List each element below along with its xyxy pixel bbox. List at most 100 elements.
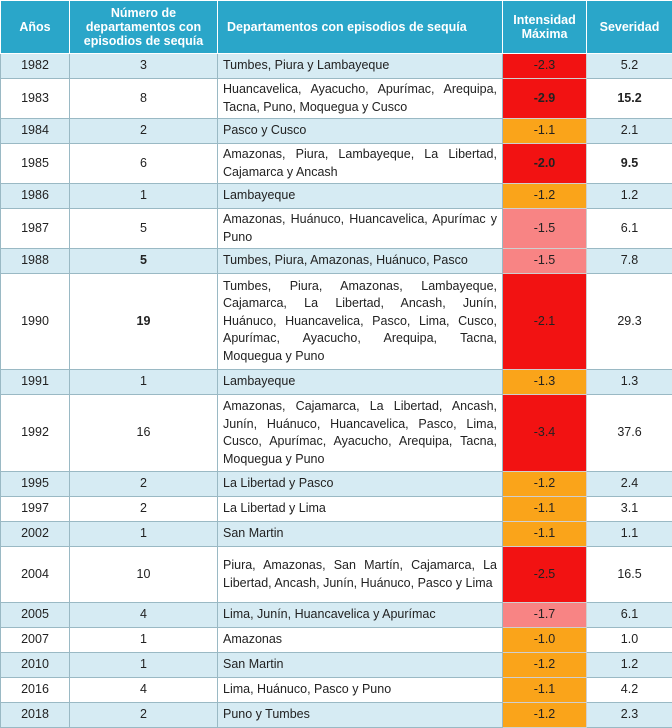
cell-departments: Amazonas, Huánuco, Huancavelica, Apuríma… [218,209,503,249]
cell-intensity: -1.1 [503,497,587,522]
cell-departments: Tumbes, Piura y Lambayeque [218,54,503,79]
cell-count: 2 [70,497,218,522]
cell-severity: 1.1 [587,522,672,547]
header-severity: Severidad [587,1,672,54]
cell-count: 1 [70,653,218,678]
header-row: Años Número de departamentos con episodi… [1,1,672,54]
cell-severity: 4.2 [587,678,672,703]
header-departments: Departamentos con episodios de sequía [218,1,503,54]
cell-intensity: -1.3 [503,370,587,395]
cell-severity: 7.8 [587,249,672,274]
cell-count: 1 [70,628,218,653]
cell-intensity: -1.0 [503,628,587,653]
cell-count: 8 [70,79,218,119]
header-intensity: Intensidad Máxima [503,1,587,54]
cell-count: 2 [70,472,218,497]
cell-intensity: -2.3 [503,54,587,79]
cell-departments: Amazonas, Cajamarca, La Libertad, Ancash… [218,395,503,472]
cell-departments: Amazonas [218,628,503,653]
cell-severity: 2.3 [587,703,672,728]
cell-severity: 1.3 [587,370,672,395]
cell-year: 1982 [1,54,70,79]
cell-intensity: -1.5 [503,209,587,249]
cell-count: 10 [70,547,218,603]
cell-intensity: -2.1 [503,274,587,370]
cell-intensity: -1.2 [503,184,587,209]
cell-count: 4 [70,678,218,703]
cell-departments: San Martin [218,653,503,678]
cell-departments: Amazonas, Piura, Lambayeque, La Libertad… [218,144,503,184]
cell-year: 1997 [1,497,70,522]
cell-count: 1 [70,184,218,209]
cell-severity: 6.1 [587,209,672,249]
cell-severity: 1.2 [587,653,672,678]
cell-departments: La Libertad y Lima [218,497,503,522]
cell-year: 2004 [1,547,70,603]
cell-severity: 1.2 [587,184,672,209]
cell-intensity: -1.5 [503,249,587,274]
cell-intensity: -1.1 [503,119,587,144]
cell-count: 1 [70,522,218,547]
cell-intensity: -2.0 [503,144,587,184]
cell-intensity: -2.9 [503,79,587,119]
cell-departments: Tumbes, Piura, Amazonas, Huánuco, Pasco [218,249,503,274]
cell-departments: Piura, Amazonas, San Martín, Cajamarca, … [218,547,503,603]
cell-year: 2016 [1,678,70,703]
cell-departments: Lima, Huánuco, Pasco y Puno [218,678,503,703]
cell-year: 1984 [1,119,70,144]
cell-year: 1988 [1,249,70,274]
cell-severity: 2.1 [587,119,672,144]
cell-departments: Lambayeque [218,184,503,209]
cell-year: 1990 [1,274,70,370]
cell-severity: 29.3 [587,274,672,370]
cell-year: 2018 [1,703,70,728]
cell-departments: Huancavelica, Ayacucho, Apurímac, Arequi… [218,79,503,119]
cell-intensity: -1.2 [503,703,587,728]
cell-departments: Puno y Tumbes [218,703,503,728]
cell-departments: Pasco y Cusco [218,119,503,144]
cell-year: 1995 [1,472,70,497]
cell-severity: 37.6 [587,395,672,472]
cell-departments: San Martin [218,522,503,547]
cell-intensity: -1.2 [503,653,587,678]
cell-year: 2005 [1,603,70,628]
cell-severity: 6.1 [587,603,672,628]
cell-severity: 15.2 [587,79,672,119]
cell-severity: 3.1 [587,497,672,522]
table-header: Años Número de departamentos con episodi… [1,1,672,54]
cell-intensity: -3.4 [503,395,587,472]
header-count: Número de departamentos con episodios de… [70,1,218,54]
cell-year: 1991 [1,370,70,395]
cell-count: 1 [70,370,218,395]
cell-year: 1987 [1,209,70,249]
cell-intensity: -1.1 [503,522,587,547]
cell-intensity: -1.7 [503,603,587,628]
cell-departments: Lambayeque [218,370,503,395]
cell-intensity: -1.2 [503,472,587,497]
cell-intensity: -1.1 [503,678,587,703]
cell-year: 2010 [1,653,70,678]
cell-count: 2 [70,703,218,728]
cell-count: 16 [70,395,218,472]
cell-count: 5 [70,249,218,274]
cell-count: 5 [70,209,218,249]
cell-count: 2 [70,119,218,144]
